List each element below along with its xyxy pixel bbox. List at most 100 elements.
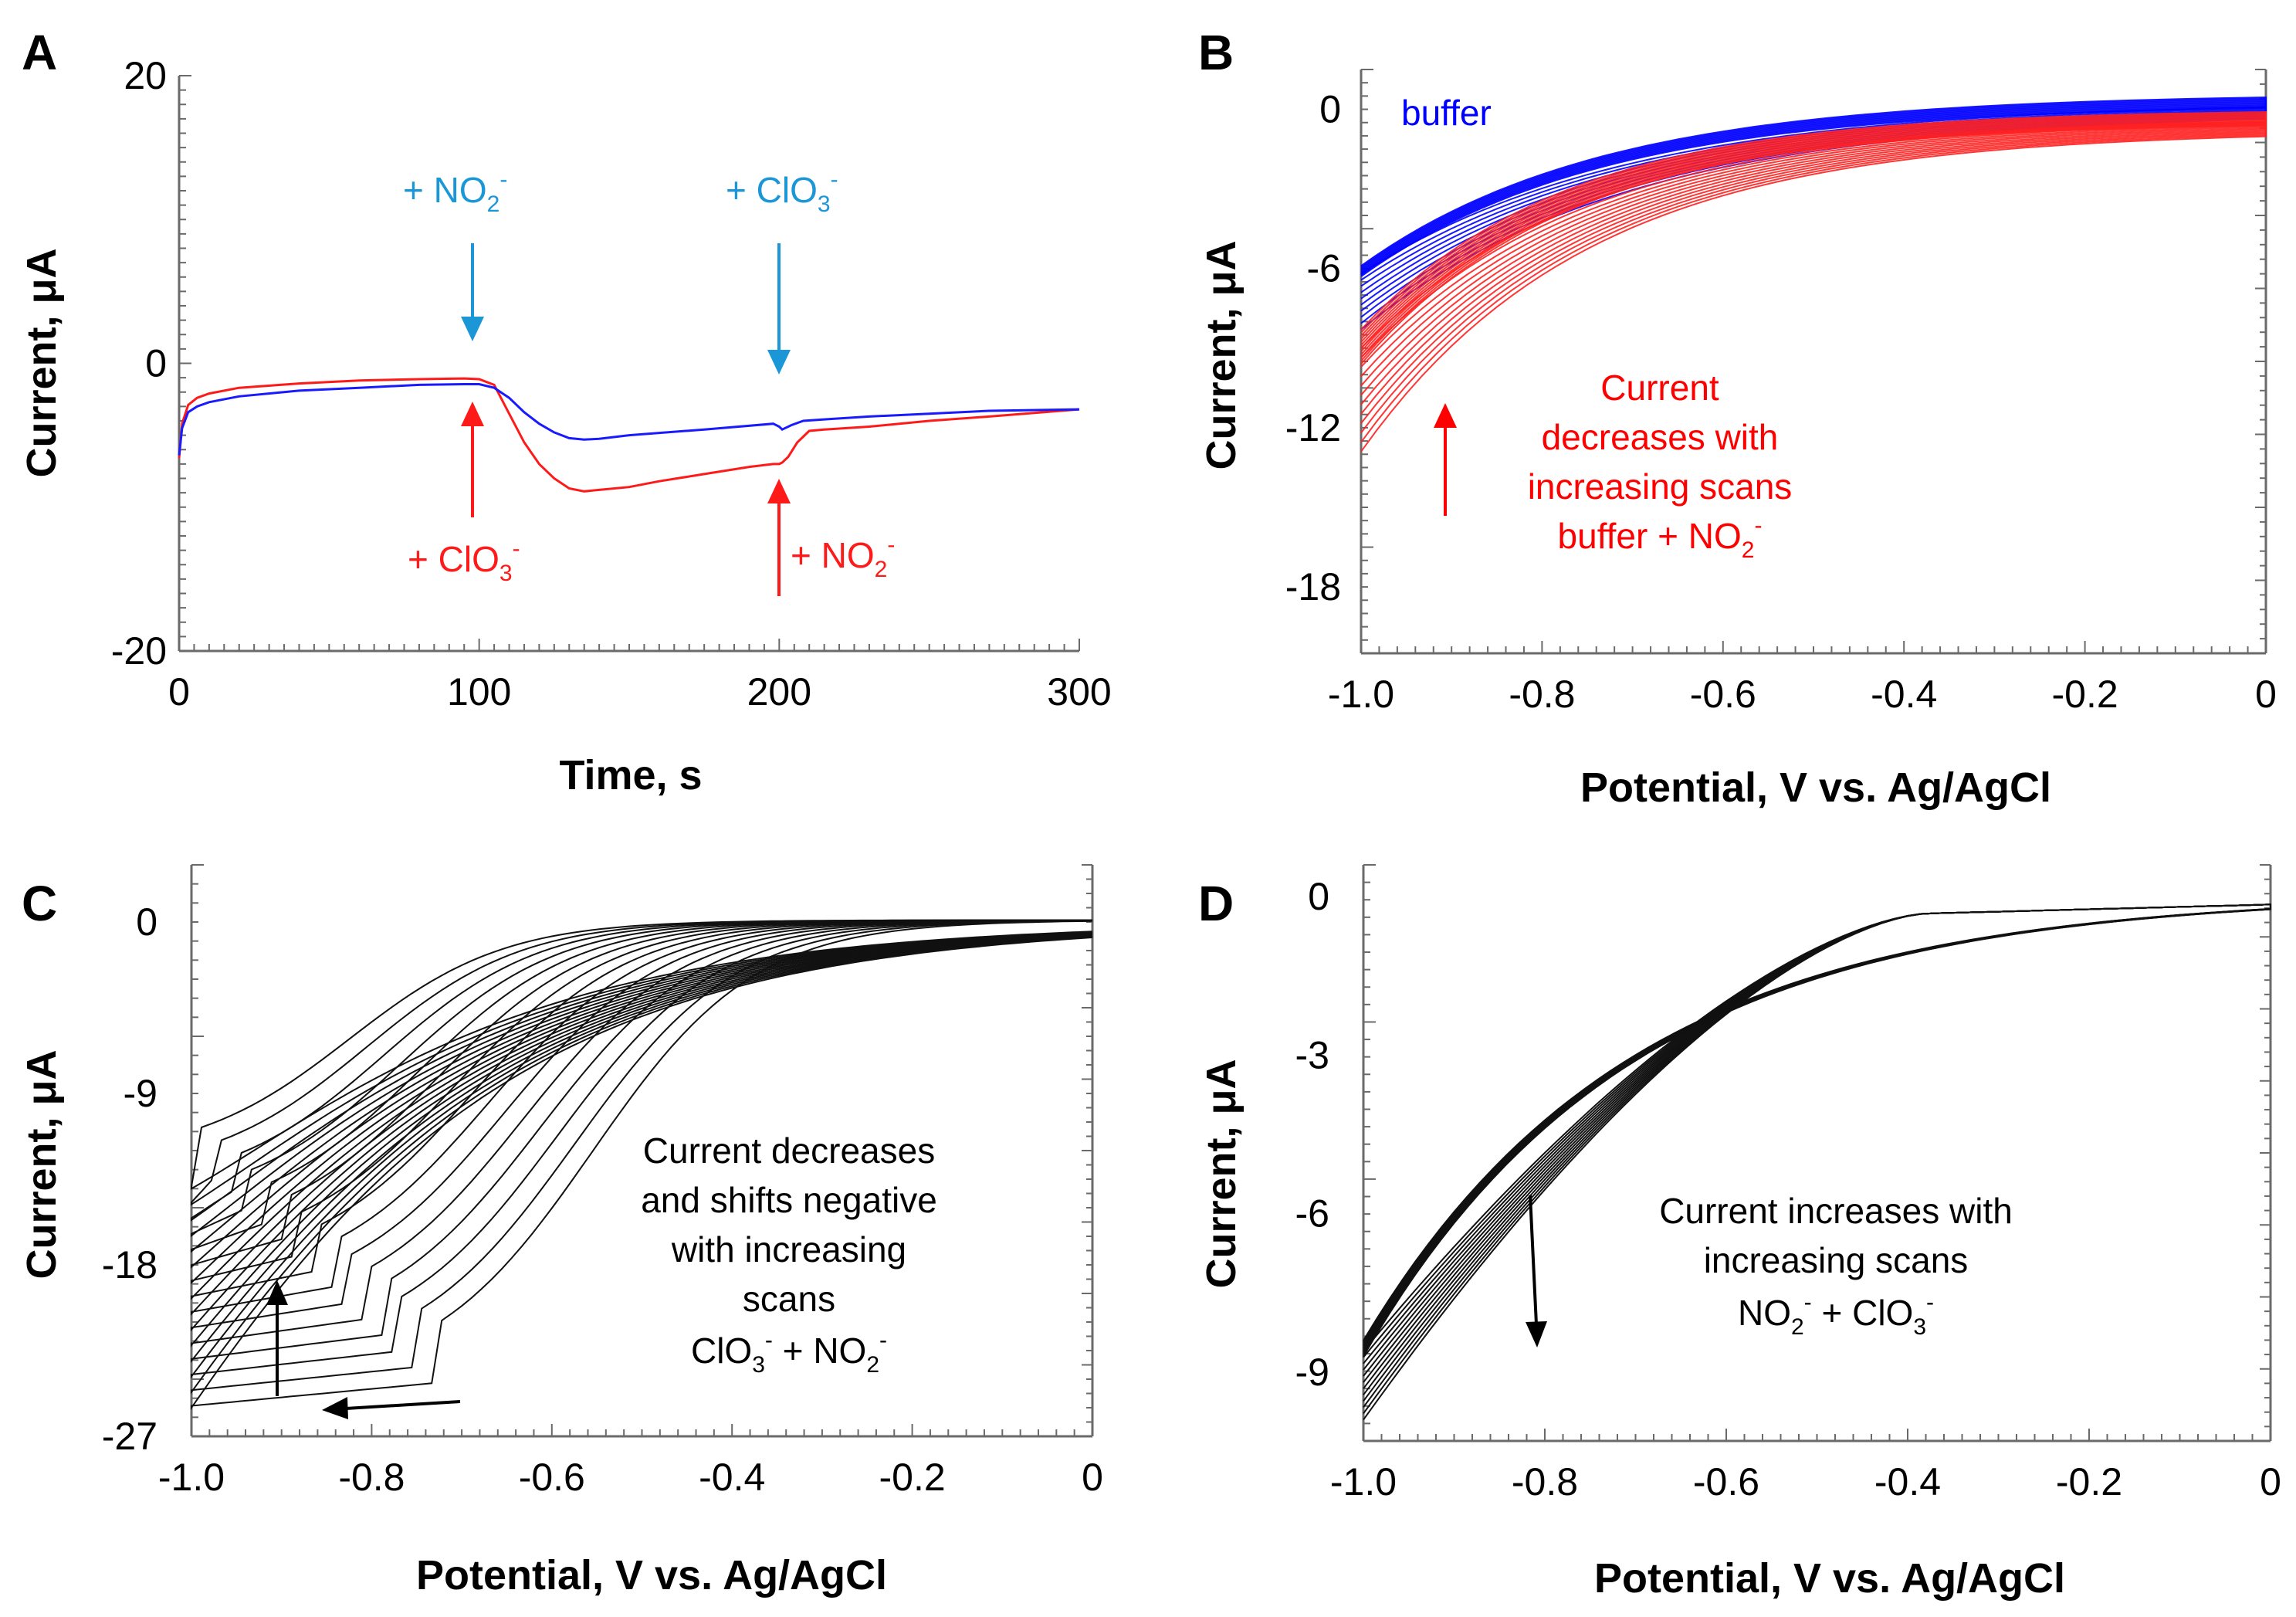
x-tick-label: -1.0 <box>158 1456 225 1499</box>
panel-d-scan-11 <box>1363 903 2271 1421</box>
panel-c-annotation-line-3: with increasing <box>671 1229 906 1270</box>
panel-c-annotation-line-2: and shifts negative <box>641 1180 937 1220</box>
panel-a-letter: A <box>22 25 57 80</box>
x-tick-label: 200 <box>747 670 811 714</box>
x-tick-label: -0.8 <box>1512 1460 1578 1503</box>
panel-b: B -1.0 -0.8 -0.6 -0.4 -0.2 0 0 -6 -12 -18 Potenti… <box>1198 25 2277 811</box>
x-tick-label: -0.6 <box>1690 673 1756 716</box>
panel-a-arrow-no2-red <box>767 479 791 596</box>
panel-d: D -1.0 -0.8 -0.6 -0.4 -0.2 0 0 -3 -6 -9 Potential… <box>1198 864 2281 1602</box>
panel-c-scan-8 <box>191 919 1093 1285</box>
panel-c-scan-6 <box>191 919 1093 1316</box>
panel-d-series <box>1363 903 2271 1421</box>
panel-a-label-clo3-blue: + ClO3- <box>726 167 838 217</box>
panel-d-arrow-down <box>1526 1195 1547 1348</box>
x-tick-label: -0.4 <box>1874 1460 1941 1503</box>
panel-d-tick-labels: -1.0 -0.8 -0.6 -0.4 -0.2 0 0 -3 -6 -9 <box>1295 875 2281 1503</box>
panel-d-annotation-line-3: NO2- + ClO3- <box>1738 1290 1934 1340</box>
panel-c-scan-3 <box>191 920 1093 1364</box>
panel-c-annotation: Current decreases and shifts negative wi… <box>641 1131 937 1378</box>
x-tick-label: -0.6 <box>519 1456 585 1499</box>
panel-d-annotation-line-2: increasing scans <box>1704 1240 1969 1280</box>
panel-c-annotation-line-1: Current decreases <box>643 1131 935 1171</box>
x-tick-label: 0 <box>168 670 190 714</box>
y-tick-label: 0 <box>1308 875 1329 918</box>
panel-c-scan-9 <box>191 919 1093 1269</box>
x-tick-label: 100 <box>447 670 511 714</box>
x-tick-label: -0.2 <box>2056 1460 2122 1503</box>
panel-a-arrow-clo3-red <box>461 402 484 517</box>
panel-a-y-axis-title: Current, μA <box>19 248 65 477</box>
panel-a-label-clo3-red: + ClO3- <box>408 536 520 586</box>
panel-c-series <box>191 919 1093 1411</box>
y-tick-label: -20 <box>111 629 167 673</box>
panel-c-arrow-left <box>322 1397 461 1419</box>
y-tick-label: -12 <box>1285 406 1341 449</box>
y-tick-label: -3 <box>1295 1033 1329 1076</box>
panel-c-scan-5 <box>191 919 1093 1332</box>
panel-b-arrow <box>1434 403 1457 516</box>
panel-b-annotation-line-3: increasing scans <box>1528 466 1793 507</box>
x-tick-label: 300 <box>1047 670 1111 714</box>
panel-b-scan-1-11 <box>1360 124 2267 453</box>
panel-b-label-buffer: buffer <box>1401 93 1492 133</box>
panel-d-annotation-line-1: Current increases with <box>1659 1191 2013 1231</box>
panel-c-scan-2 <box>191 920 1093 1379</box>
x-tick-label: -0.8 <box>1509 673 1575 716</box>
x-tick-label: -0.8 <box>338 1456 405 1499</box>
x-tick-label: -0.4 <box>1871 673 1937 716</box>
panel-d-x-axis-title: Potential, V vs. Ag/AgCl <box>1594 1555 2065 1602</box>
panel-c-axes <box>190 864 1094 1438</box>
panel-c-letter: C <box>22 876 57 931</box>
panel-c-scan-4 <box>191 920 1093 1348</box>
panel-b-series <box>1360 96 2267 453</box>
panel-c-scan-1 <box>191 920 1093 1395</box>
panel-c-scan-14 <box>191 919 1093 1191</box>
x-tick-label: -0.6 <box>1693 1460 1759 1503</box>
panel-d-letter: D <box>1198 876 1234 931</box>
panel-b-annotation: Current decreases with increasing scans … <box>1528 368 1793 563</box>
panel-a-series-line-1 <box>178 383 1080 456</box>
panel-d-annotation: Current increases with increasing scans … <box>1659 1191 2013 1340</box>
panel-a-arrow-no2-blue <box>461 243 484 341</box>
y-tick-label: 0 <box>145 342 167 385</box>
y-tick-label: -6 <box>1307 247 1341 290</box>
x-tick-label: 0 <box>1082 1456 1103 1499</box>
panel-c-annotation-line-4: scans <box>743 1279 835 1319</box>
x-tick-label: 0 <box>2255 673 2277 716</box>
panel-a-x-axis-title: Time, s <box>559 752 702 798</box>
y-tick-label: -27 <box>102 1415 157 1458</box>
y-tick-label: -9 <box>124 1072 157 1115</box>
y-tick-label: 0 <box>136 900 157 944</box>
panel-a-series <box>178 377 1080 493</box>
panel-b-annotation-line-4: buffer + NO2- <box>1558 513 1763 563</box>
panel-b-tick-labels: -1.0 -0.8 -0.6 -0.4 -0.2 0 0 -6 -12 -18 <box>1285 88 2277 716</box>
panel-c: C -1.0 -0.8 -0.6 -0.4 -0.2 0 0 -9 -18 -27 Potenti… <box>19 864 1103 1598</box>
panel-a-series-line-0 <box>178 377 1080 493</box>
panel-c-scan-7 <box>191 919 1093 1300</box>
y-tick-label: 20 <box>124 54 167 97</box>
panel-b-y-axis-title: Current, μA <box>1198 240 1245 470</box>
panel-b-annotation-line-1: Current <box>1600 368 1719 408</box>
panel-b-letter: B <box>1198 25 1234 80</box>
panel-c-x-axis-title: Potential, V vs. Ag/AgCl <box>416 1552 887 1598</box>
panel-c-tick-labels: -1.0 -0.8 -0.6 -0.4 -0.2 0 0 -9 -18 -27 <box>102 900 1103 1499</box>
x-tick-label: 0 <box>2260 1460 2281 1503</box>
panel-c-annotation-line-5: ClO3- + NO2- <box>691 1327 887 1378</box>
panel-a-arrow-clo3-blue <box>767 243 791 375</box>
x-tick-label: -0.4 <box>699 1456 765 1499</box>
panel-a-label-no2-blue: + NO2- <box>403 167 507 217</box>
y-tick-label: -18 <box>1285 565 1341 608</box>
panel-c-y-axis-title: Current, μA <box>19 1049 65 1279</box>
x-tick-label: -1.0 <box>1330 1460 1397 1503</box>
panel-b-x-axis-title: Potential, V vs. Ag/AgCl <box>1580 764 2051 811</box>
panel-a-axes <box>178 75 1080 653</box>
y-tick-label: -18 <box>102 1243 157 1286</box>
x-tick-label: -0.2 <box>879 1456 946 1499</box>
panel-d-y-axis-title: Current, μA <box>1198 1059 1245 1288</box>
y-tick-label: -6 <box>1295 1192 1329 1236</box>
panel-c-arrow-up <box>266 1280 288 1396</box>
